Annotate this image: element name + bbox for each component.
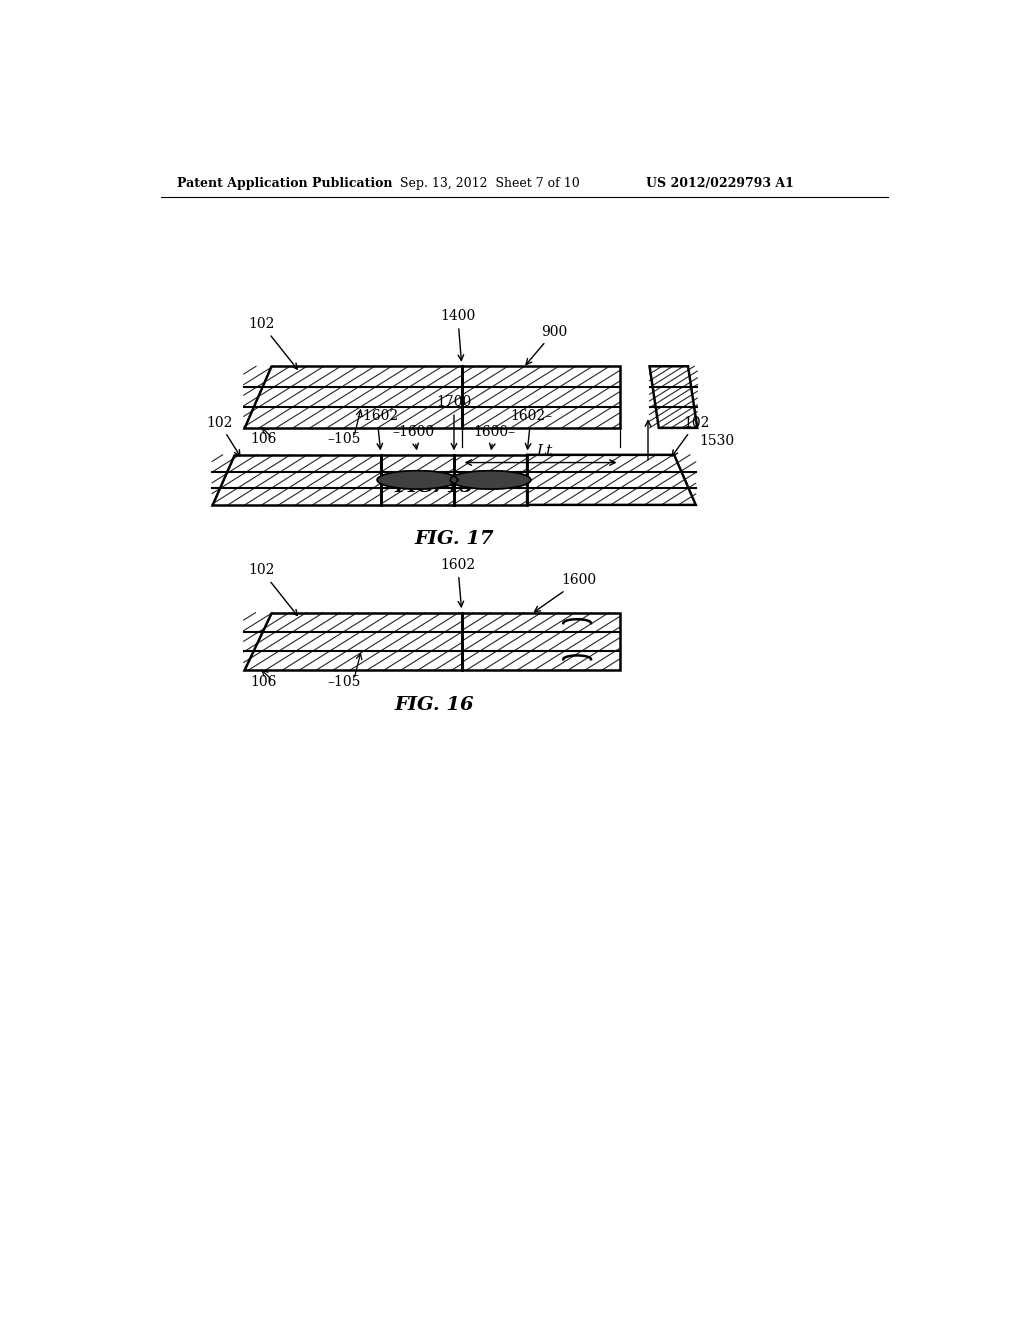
Text: Lt: Lt <box>537 444 553 458</box>
Text: 1600–: 1600– <box>473 425 515 449</box>
Text: 1602: 1602 <box>440 558 475 607</box>
Text: 102: 102 <box>248 564 297 615</box>
Text: 1530: 1530 <box>698 434 734 447</box>
Polygon shape <box>381 455 454 506</box>
Polygon shape <box>462 612 620 671</box>
Text: –105: –105 <box>327 675 360 689</box>
Text: FIG. 15: FIG. 15 <box>395 478 474 496</box>
Text: 102: 102 <box>672 416 710 455</box>
Polygon shape <box>244 612 462 671</box>
Text: –105: –105 <box>327 433 360 446</box>
Text: 1600: 1600 <box>535 573 597 611</box>
Polygon shape <box>454 455 527 506</box>
Text: Sep. 13, 2012  Sheet 7 of 10: Sep. 13, 2012 Sheet 7 of 10 <box>400 177 580 190</box>
Polygon shape <box>462 367 620 428</box>
Text: –1600: –1600 <box>392 425 434 449</box>
Text: FIG. 17: FIG. 17 <box>414 529 494 548</box>
Polygon shape <box>649 367 697 428</box>
Polygon shape <box>527 455 695 506</box>
Text: US 2012/0229793 A1: US 2012/0229793 A1 <box>646 177 795 190</box>
Text: 900: 900 <box>526 325 567 364</box>
Text: 102: 102 <box>206 416 240 455</box>
Polygon shape <box>377 471 458 488</box>
Text: FIG. 16: FIG. 16 <box>395 696 474 714</box>
Text: 106: 106 <box>250 433 276 446</box>
Text: 102: 102 <box>248 317 297 370</box>
Text: 1700: 1700 <box>436 396 472 449</box>
Polygon shape <box>212 455 381 506</box>
Text: –1602: –1602 <box>356 409 398 449</box>
Polygon shape <box>244 367 462 428</box>
Text: 1602–: 1602– <box>510 409 552 449</box>
Text: 106: 106 <box>250 675 276 689</box>
Polygon shape <box>451 471 530 488</box>
Text: Patent Application Publication: Patent Application Publication <box>177 177 392 190</box>
Text: 1400: 1400 <box>440 309 475 360</box>
